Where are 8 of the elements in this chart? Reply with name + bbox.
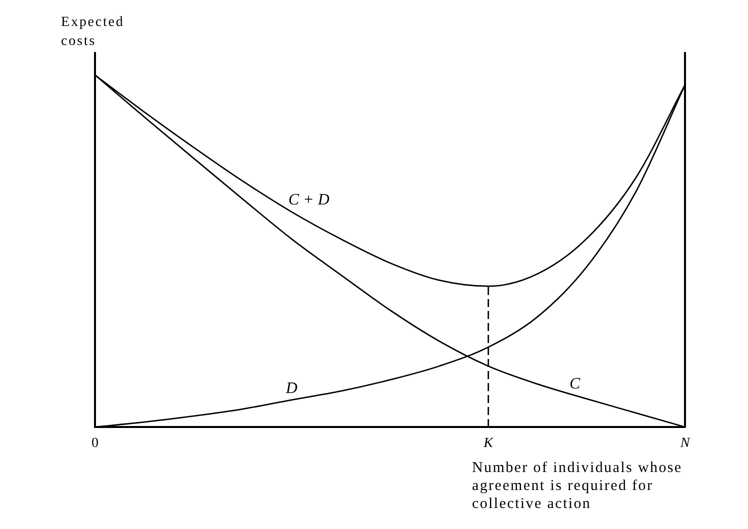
series-label: C bbox=[570, 375, 581, 392]
y-axis-title: Expected costs bbox=[61, 14, 126, 51]
x-axis-title: Number of individuals whose agreement is required for collective action bbox=[472, 459, 684, 513]
x-tick-label: N bbox=[679, 436, 690, 452]
series-label: D bbox=[284, 380, 298, 398]
x-tick-label: K bbox=[482, 436, 494, 452]
x-tick-label: 0 bbox=[92, 436, 98, 452]
series-label: C + D bbox=[288, 192, 330, 209]
